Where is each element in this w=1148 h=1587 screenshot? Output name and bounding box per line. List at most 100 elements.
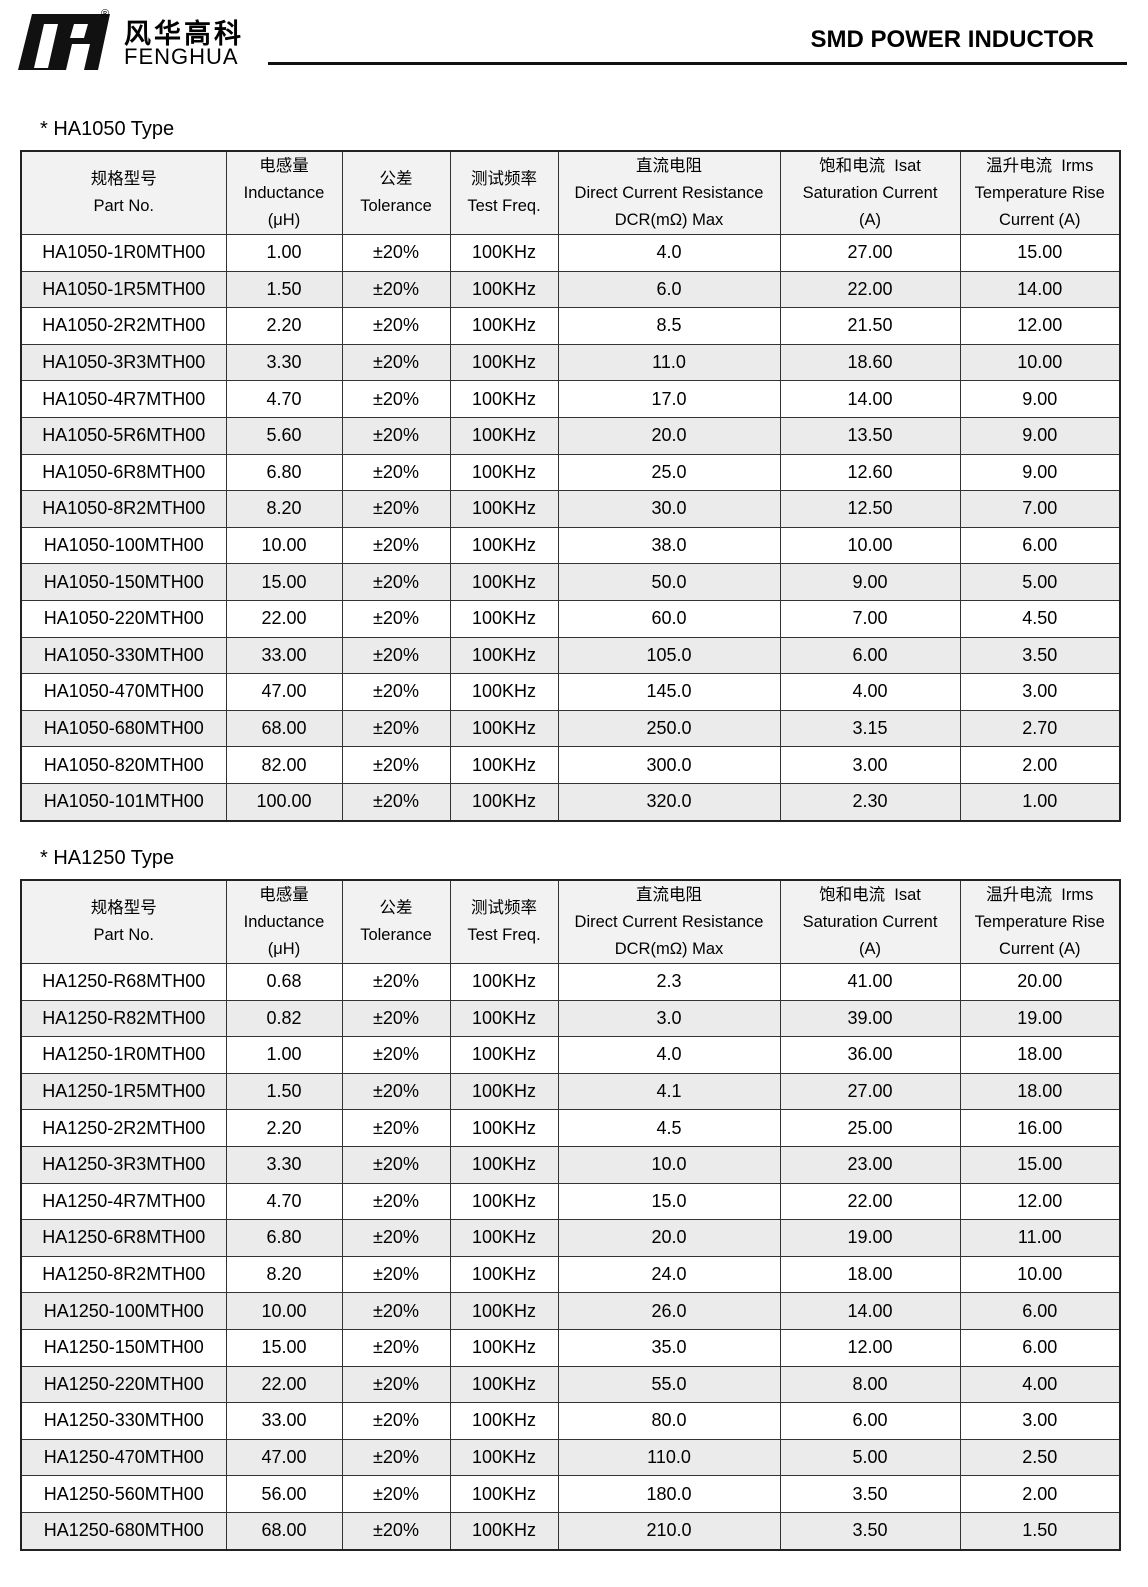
cell: HA1050-4R7MTH00 xyxy=(20,380,227,418)
header-line: DCR(mΩ) Max xyxy=(614,939,724,958)
column-header: 公差 Tolerance xyxy=(341,150,451,235)
cell: ±20% xyxy=(341,1036,451,1074)
header-line: Inductance xyxy=(243,912,325,931)
data-row: HA1050-5R6MTH00 5.60 ±20% 100KHz 20.0 13.50 9.… xyxy=(20,416,1121,455)
cell: 2.00 xyxy=(959,1475,1121,1513)
cell: 100KHz xyxy=(449,1182,559,1221)
header-line: Inductance xyxy=(243,183,325,202)
cell: 100KHz xyxy=(449,1036,559,1074)
data-row: HA1250-1R0MTH00 1.00 ±20% 100KHz 4.0 36.00 18.… xyxy=(20,1036,1121,1074)
cell: 50.0 xyxy=(557,563,781,601)
data-row: HA1050-470MTH00 47.00 ±20% 100KHz 145.0 4.00 3… xyxy=(20,673,1121,711)
cell: HA1050-3R3MTH00 xyxy=(20,343,227,382)
cell: 10.0 xyxy=(557,1145,781,1184)
data-row: HA1050-820MTH00 82.00 ±20% 100KHz 300.0 3.00 2… xyxy=(20,746,1121,784)
cell: 8.5 xyxy=(557,307,781,345)
cell: 100KHz xyxy=(449,234,559,272)
cell: 100KHz xyxy=(449,490,559,528)
cell: 3.30 xyxy=(225,1145,343,1184)
cell: 19.00 xyxy=(779,1219,961,1257)
cell: 33.00 xyxy=(225,636,343,675)
column-header: 测试频率 Test Freq. xyxy=(449,150,559,235)
cell: 100KHz xyxy=(449,343,559,382)
cell: HA1050-2R2MTH00 xyxy=(20,307,227,345)
cell: 100KHz xyxy=(449,526,559,565)
header-line: Part No. xyxy=(93,197,155,215)
cell: 1.50 xyxy=(225,270,343,309)
data-row: HA1050-680MTH00 68.00 ±20% 100KHz 250.0 3.15 2… xyxy=(20,709,1121,748)
cell: 11.00 xyxy=(959,1219,1121,1257)
cell: 2.20 xyxy=(225,1109,343,1147)
cell: 2.50 xyxy=(959,1438,1121,1477)
cell: ±20% xyxy=(341,563,451,601)
cell: 3.00 xyxy=(779,746,961,784)
header-line: Temperature Rise xyxy=(974,912,1105,931)
header-line: 公差 xyxy=(379,899,413,917)
cell: 250.0 xyxy=(557,709,781,748)
header-line: Temperature Rise xyxy=(974,183,1105,202)
header-line: (A) xyxy=(859,210,881,229)
cell: ±20% xyxy=(341,1292,451,1330)
cell: ±20% xyxy=(341,453,451,492)
header-line: 温升电流 Irms xyxy=(986,156,1094,175)
cell: 5.00 xyxy=(779,1438,961,1477)
cell: 14.00 xyxy=(959,270,1121,309)
header-line: 测试频率 xyxy=(471,170,537,188)
cell: 22.00 xyxy=(779,270,961,309)
cell: HA1250-3R3MTH00 xyxy=(20,1145,227,1184)
data-row: HA1250-3R3MTH00 3.30 ±20% 100KHz 10.0 23.00 15… xyxy=(20,1145,1121,1184)
cell: 15.00 xyxy=(959,1145,1121,1184)
cell: HA1250-R82MTH00 xyxy=(20,999,227,1038)
cell: HA1050-1R0MTH00 xyxy=(20,234,227,272)
column-header: 饱和电流 Isat Saturation Current (A) xyxy=(779,150,961,235)
data-row: HA1250-1R5MTH00 1.50 ±20% 100KHz 4.1 27.00 18.… xyxy=(20,1072,1121,1111)
cell: 55.0 xyxy=(557,1365,781,1404)
header-line: DCR(mΩ) Max xyxy=(614,210,724,229)
cell: 6.00 xyxy=(959,526,1121,565)
cell: 15.00 xyxy=(959,234,1121,272)
cell: 15.0 xyxy=(557,1182,781,1221)
cell: HA1250-470MTH00 xyxy=(20,1438,227,1477)
cell: 25.0 xyxy=(557,453,781,492)
cell: 4.1 xyxy=(557,1072,781,1111)
brand-en: FENGHUA xyxy=(124,44,239,69)
cell: 21.50 xyxy=(779,307,961,345)
cell: 16.00 xyxy=(959,1109,1121,1147)
cell: 56.00 xyxy=(225,1475,343,1513)
cell: 10.00 xyxy=(779,526,961,565)
cell: ±20% xyxy=(341,416,451,455)
cell: 1.00 xyxy=(225,1036,343,1074)
cell: 1.50 xyxy=(959,1511,1121,1551)
cell: ±20% xyxy=(341,782,451,822)
cell: 22.00 xyxy=(225,1365,343,1404)
cell: 36.00 xyxy=(779,1036,961,1074)
header-line: 测试频率 xyxy=(471,899,537,917)
cell: 6.00 xyxy=(779,1402,961,1440)
cell: 4.00 xyxy=(779,673,961,711)
section-title: * HA1250 Type xyxy=(40,847,175,869)
brand-cn: 风华高科 xyxy=(124,19,244,49)
cell: 3.50 xyxy=(959,636,1121,675)
cell: 9.00 xyxy=(959,416,1121,455)
cell: 3.0 xyxy=(557,999,781,1038)
cell: ±20% xyxy=(341,963,451,1001)
data-row: HA1050-220MTH00 22.00 ±20% 100KHz 60.0 7.00 4.… xyxy=(20,599,1121,638)
column-header: 电感量 Inductance (μH) xyxy=(225,150,343,235)
cell: ±20% xyxy=(341,1109,451,1147)
section-title: * HA1050 Type xyxy=(40,118,175,140)
header-line: (μH) xyxy=(267,939,301,958)
data-row: HA1050-150MTH00 15.00 ±20% 100KHz 50.0 9.00 5.… xyxy=(20,563,1121,601)
cell: 4.0 xyxy=(557,234,781,272)
data-row: HA1250-4R7MTH00 4.70 ±20% 100KHz 15.0 22.00 12… xyxy=(20,1182,1121,1221)
cell: HA1050-150MTH00 xyxy=(20,563,227,601)
cell: HA1050-820MTH00 xyxy=(20,746,227,784)
cell: ±20% xyxy=(341,1328,451,1367)
cell: 15.00 xyxy=(225,563,343,601)
cell: 100KHz xyxy=(449,1475,559,1513)
cell: HA1250-560MTH00 xyxy=(20,1475,227,1513)
cell: 100KHz xyxy=(449,636,559,675)
data-row: HA1050-1R5MTH00 1.50 ±20% 100KHz 6.0 22.00 14.… xyxy=(20,270,1121,309)
cell: 35.0 xyxy=(557,1328,781,1367)
header-line: Saturation Current xyxy=(802,183,938,202)
